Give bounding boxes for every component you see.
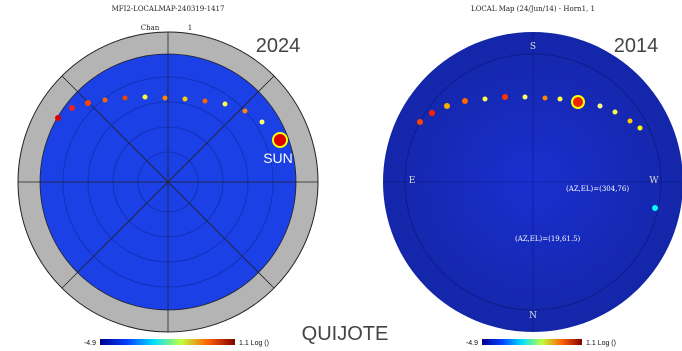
colorbar <box>482 339 582 345</box>
left-map: MFI2-LOCALMAP-240319-1417 Chan 1 2024 SU… <box>18 5 318 347</box>
grid-lines <box>18 32 318 332</box>
figure: MFI2-LOCALMAP-240319-1417 Chan 1 2024 SU… <box>0 0 682 351</box>
colorbar-min: -4.9 <box>466 340 478 347</box>
brand: QUIJOTE <box>302 323 389 345</box>
annotation: (AZ,EL)=(304,76) <box>566 185 629 193</box>
sun-label: SUN <box>263 150 293 166</box>
compass-north: N <box>529 311 537 321</box>
year-label: 2014 <box>614 35 659 57</box>
channel-label: Chan <box>141 24 160 32</box>
year-label: 2024 <box>256 35 301 57</box>
map-title: MFI2-LOCALMAP-240319-1417 <box>112 5 225 13</box>
compass-east: E <box>409 176 416 186</box>
colorbar-max: 1.1 Log () <box>239 340 269 347</box>
compass-south: S <box>530 42 536 52</box>
colorbar <box>100 339 235 345</box>
right-map: LOCAL Map (24/Jun/14) - Horn1, 1 2014 S … <box>383 5 682 347</box>
colorbar-max: 1.1 Log () <box>586 340 616 347</box>
channel-value: 1 <box>188 24 192 32</box>
colorbar-min: -4.9 <box>84 340 96 347</box>
annotation: (AZ,EL)=(19,61.5) <box>515 235 581 243</box>
map-title: LOCAL Map (24/Jun/14) - Horn1, 1 <box>471 5 595 13</box>
compass-west: W <box>649 176 659 186</box>
